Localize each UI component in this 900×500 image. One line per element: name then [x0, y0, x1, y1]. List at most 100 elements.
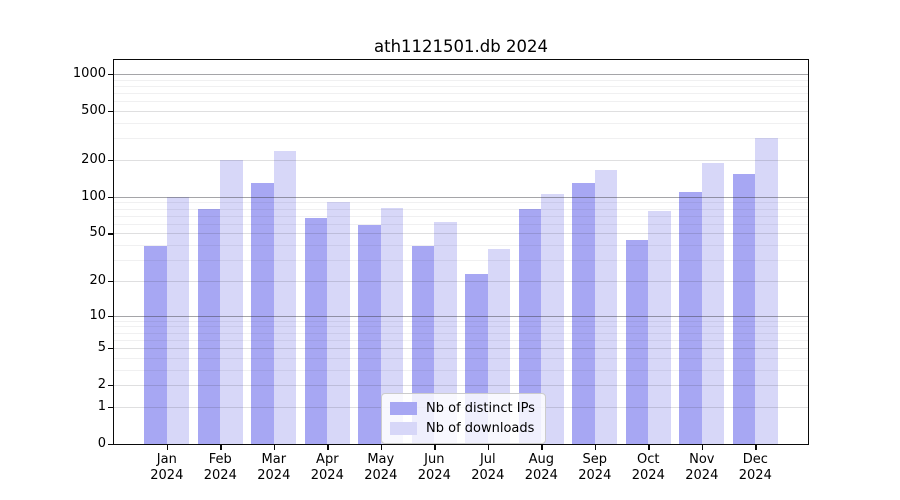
bar-distinct-ips [358, 224, 381, 445]
x-tick-label: Jun 2024 [417, 452, 451, 483]
gridline [113, 93, 809, 95]
legend-item-distinct-ips: Nb of distinct IPs [390, 400, 535, 417]
bar-distinct-ips [518, 209, 542, 445]
bar-distinct-ips [625, 240, 649, 445]
y-tick-label: 100 [81, 188, 106, 204]
y-axis-tick [108, 385, 113, 387]
x-tick-label: Aug 2024 [524, 452, 558, 483]
y-axis-tick [108, 444, 113, 446]
bar-distinct-ips [197, 208, 221, 445]
legend-swatch-downloads [390, 422, 417, 435]
x-axis-tick [541, 445, 543, 450]
gridline [113, 123, 809, 125]
gridline [113, 245, 809, 247]
y-axis-tick [108, 280, 113, 283]
x-axis-tick [594, 445, 597, 450]
y-axis-tick [108, 406, 113, 409]
x-axis-tick [166, 445, 169, 450]
y-tick-label: 10 [89, 307, 106, 323]
x-tick-label: Oct 2024 [631, 452, 665, 483]
gridline [113, 208, 809, 210]
chart-title: ath1121501.db 2024 [374, 37, 548, 56]
bar-distinct-ips [251, 182, 274, 445]
y-tick-label: 1 [97, 398, 106, 414]
y-tick-label: 2 [97, 377, 106, 393]
legend: Nb of distinct IPs Nb of downloads [381, 393, 546, 444]
legend-label-distinct-ips: Nb of distinct IPs [426, 401, 535, 416]
legend-swatch-distinct-ips [390, 402, 417, 415]
bar-downloads [327, 201, 350, 445]
bar-downloads [755, 137, 778, 445]
legend-item-downloads: Nb of downloads [390, 420, 535, 437]
x-axis-tick [701, 445, 704, 450]
gridline [113, 223, 809, 225]
gridline [113, 74, 809, 76]
x-tick-label: Sep 2024 [578, 452, 612, 483]
y-tick-label: 200 [81, 152, 106, 168]
x-axis-tick [487, 445, 490, 450]
bar-downloads [701, 162, 725, 445]
x-axis-tick [648, 445, 650, 450]
gridline [113, 332, 809, 334]
bar-downloads [273, 151, 297, 445]
gridline [113, 320, 809, 322]
gridline [113, 138, 809, 140]
y-axis-tick [108, 348, 113, 350]
x-tick-label: Apr 2024 [310, 452, 344, 483]
x-axis-tick [434, 445, 436, 450]
gridline [113, 196, 809, 199]
x-tick-label: Mar 2024 [257, 452, 291, 483]
x-tick-label: Feb 2024 [203, 452, 237, 483]
gridline [113, 315, 809, 317]
gridline [113, 202, 809, 204]
gridline [113, 260, 809, 262]
y-axis-tick [108, 315, 113, 317]
bar-distinct-ips [144, 246, 167, 445]
x-axis-tick [380, 445, 383, 450]
gridline [113, 79, 809, 81]
x-axis-tick [755, 445, 757, 450]
gridline [113, 369, 809, 371]
bar-downloads [541, 193, 564, 445]
y-tick-label: 500 [81, 103, 106, 119]
bar-downloads [594, 170, 618, 445]
y-tick-label: 50 [89, 225, 106, 241]
bar-downloads [166, 196, 190, 445]
gridline [113, 326, 809, 328]
bar-distinct-ips [732, 174, 756, 445]
legend-label-downloads: Nb of downloads [426, 421, 535, 436]
gridline [113, 160, 809, 162]
bar-distinct-ips [304, 218, 328, 445]
y-axis-tick [108, 74, 113, 76]
bar-distinct-ips [572, 182, 595, 445]
bar-downloads [380, 208, 404, 445]
x-tick-label: Jul 2024 [471, 452, 505, 483]
gridline [113, 233, 809, 235]
bar-downloads [220, 160, 243, 445]
y-tick-label: 0 [97, 436, 106, 451]
bar-downloads [648, 210, 671, 445]
gridline [113, 85, 809, 87]
x-tick-label: Jan 2024 [150, 452, 184, 483]
gridline [113, 357, 809, 359]
gridline [113, 348, 809, 350]
gridline [113, 101, 809, 103]
gridline [113, 339, 809, 341]
gridline [113, 111, 809, 113]
bar-downloads [434, 222, 457, 445]
y-axis-tick [108, 160, 113, 162]
gridline [113, 280, 809, 282]
y-axis-tick [108, 233, 113, 235]
y-axis-tick [108, 111, 113, 113]
gridline [113, 215, 809, 217]
x-tick-label: Nov 2024 [685, 452, 719, 483]
x-axis-tick [273, 445, 276, 450]
bar-distinct-ips [679, 191, 702, 445]
x-tick-label: May 2024 [364, 452, 398, 483]
y-tick-label: 5 [97, 340, 106, 356]
x-axis-tick [327, 445, 329, 450]
y-tick-label: 1000 [72, 66, 106, 82]
plot-area: Nb of distinct IPs Nb of downloads [113, 59, 809, 445]
x-axis-tick [220, 445, 222, 450]
